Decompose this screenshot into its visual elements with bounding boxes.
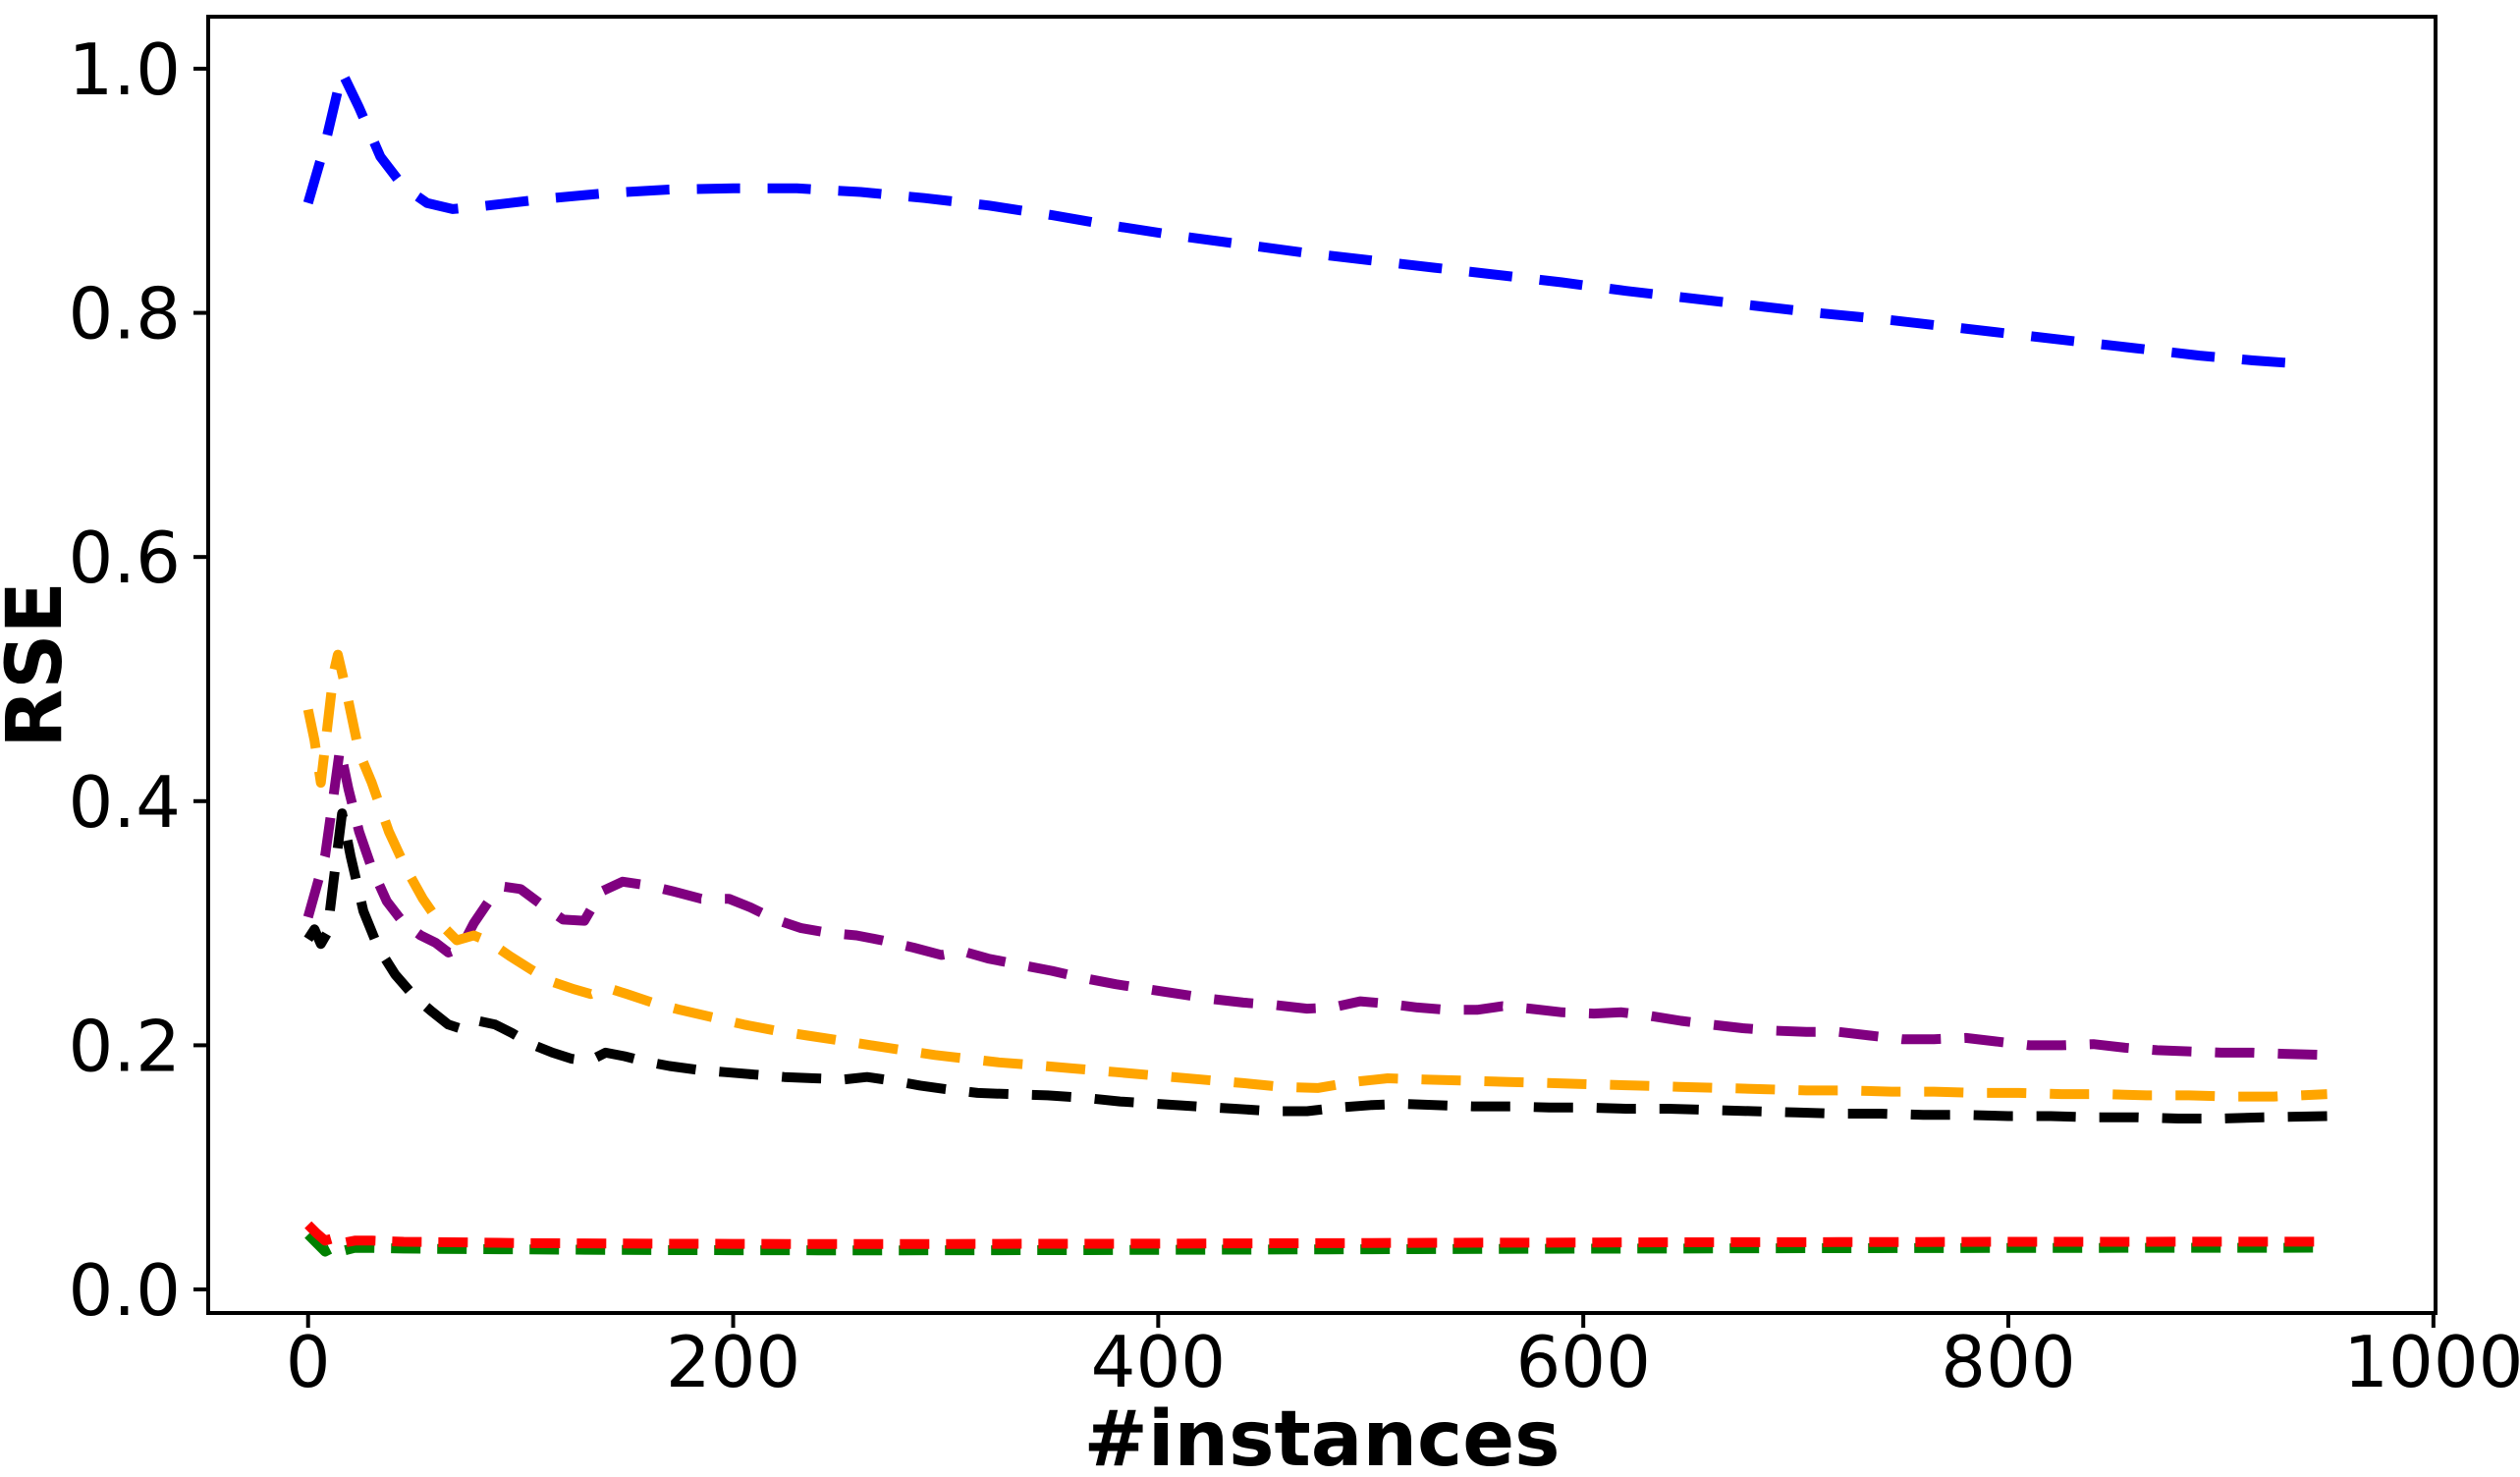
x-tick-label: 800 xyxy=(1941,1321,2075,1403)
x-axis-ticks: 0 200 400 600 800 1000 xyxy=(286,1313,2520,1403)
x-tick-label: 1000 xyxy=(2343,1321,2520,1403)
series-group xyxy=(302,67,2328,1257)
y-axis-ticks: 0.0 0.2 0.4 0.6 0.8 1.0 xyxy=(68,28,208,1332)
y-tick-label: 0.4 xyxy=(68,761,181,844)
x-tick-label: 200 xyxy=(666,1321,800,1403)
series-line-purple xyxy=(302,743,2328,1061)
series-line-red xyxy=(304,1221,2328,1249)
plot-border xyxy=(206,15,2438,1315)
y-axis-label: RSE xyxy=(0,581,80,748)
x-tick-label: 400 xyxy=(1091,1321,1226,1403)
y-tick-label: 0.8 xyxy=(68,273,181,356)
x-tick-label: 600 xyxy=(1515,1321,1650,1403)
x-tick-label: 0 xyxy=(286,1321,331,1403)
series-line-black xyxy=(303,808,2328,1123)
series-line-blue xyxy=(302,67,2307,369)
y-tick-label: 1.0 xyxy=(68,28,181,111)
series-line-orange xyxy=(302,649,2328,1102)
y-tick-label: 0.0 xyxy=(68,1249,181,1332)
series-line-green xyxy=(304,1231,2328,1257)
x-axis-label: #instances xyxy=(1083,1395,1560,1477)
y-tick-label: 0.2 xyxy=(68,1005,181,1087)
y-tick-label: 0.6 xyxy=(68,517,181,599)
